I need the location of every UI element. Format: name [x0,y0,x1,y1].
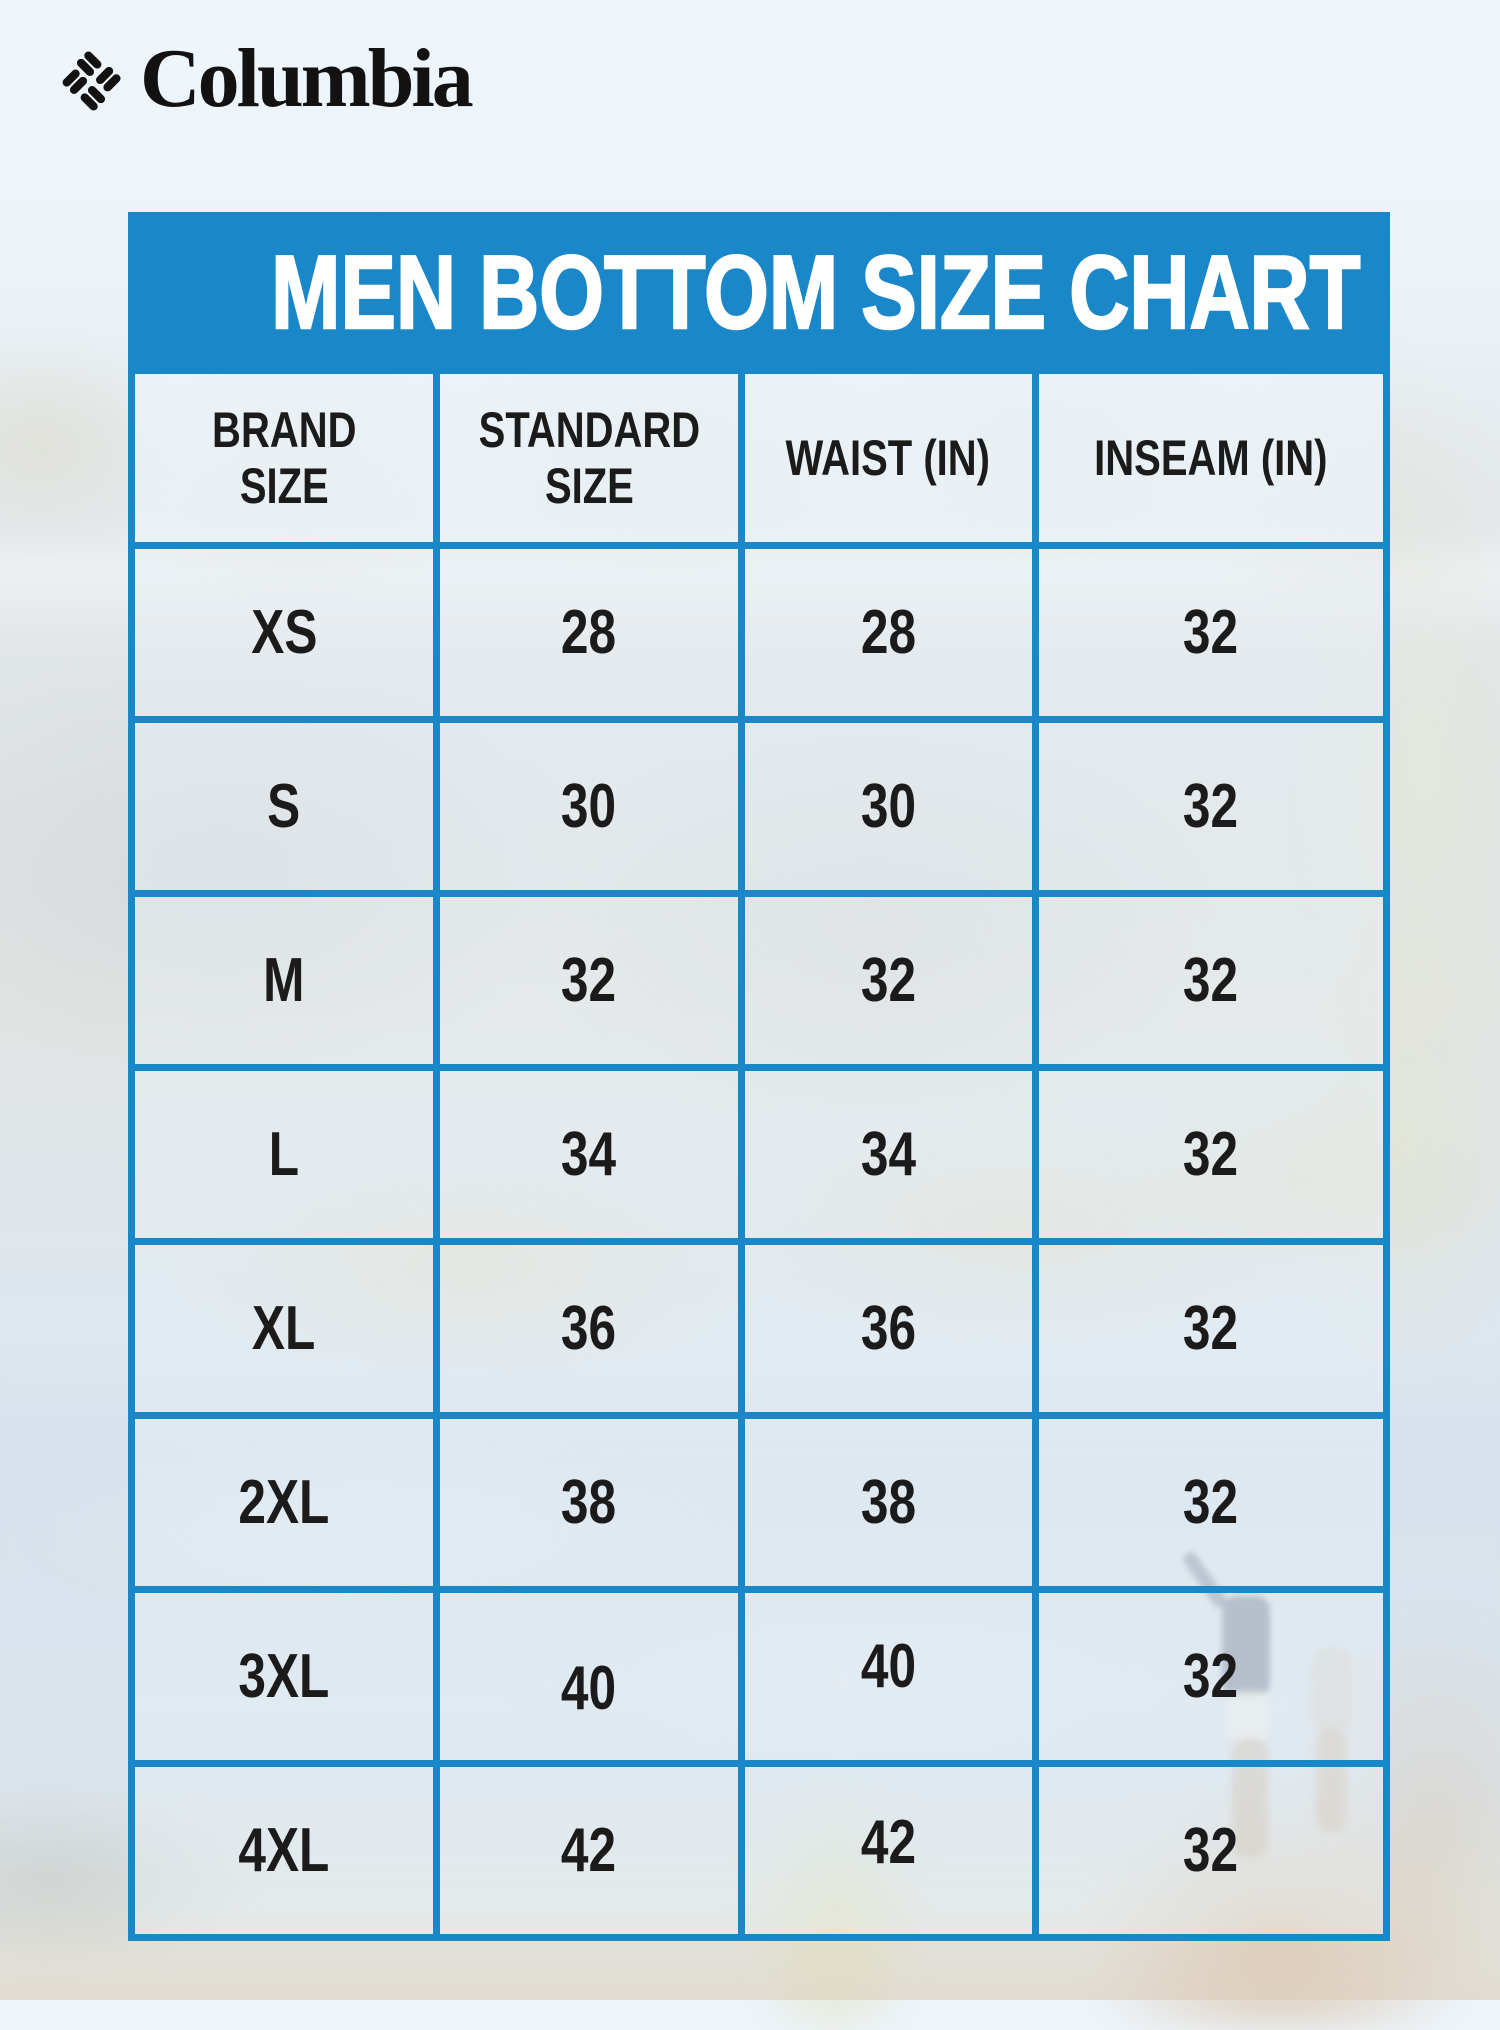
table-row: M 32 32 32 [128,890,1391,1071]
table-cell: 28 [432,542,745,723]
columbia-diamond-icon [62,51,121,111]
brand-size-cell: 3XL [128,1586,440,1767]
size-chart-head: MEN BOTTOM SIZE CHART BRAND SIZE STANDARD… [128,212,1391,549]
brand-size-cell: L [128,1064,440,1245]
column-header: INSEAM (IN) [1031,367,1391,549]
table-cell: 32 [1031,716,1391,897]
title-row: MEN BOTTOM SIZE CHART [128,212,1390,374]
brand-wordmark: Columbia [140,32,474,125]
table-cell: 36 [737,1238,1039,1419]
title-band: MEN BOTTOM SIZE CHART [128,212,1390,374]
column-header: WAIST (IN) [737,367,1039,549]
table-row: 3XL 40 40 32 [128,1586,1391,1767]
table-cell: 42 [432,1760,745,1941]
table-cell: 40 [432,1586,745,1767]
brand-size-cell: 2XL [128,1412,440,1593]
table-cell: 32 [1031,542,1391,723]
table-cell: 38 [432,1412,745,1593]
brand-size-cell: XL [128,1238,440,1419]
table-row: 2XL 38 38 32 [128,1412,1391,1593]
column-header-row: BRAND SIZE STANDARD SIZE WAIST (IN) INSEAM … [128,367,1391,549]
table-cell: 32 [1031,890,1391,1071]
table-row: S 30 30 32 [128,716,1391,897]
column-header: BRAND SIZE [128,367,440,549]
brand-size-cell: M [128,890,440,1071]
table-cell: 32 [1031,1238,1391,1419]
brand-size-cell: 4XL [128,1760,440,1941]
table-cell: 36 [432,1238,745,1419]
table-row: XL 36 36 32 [128,1238,1391,1419]
table-cell: 32 [1031,1760,1391,1941]
table-cell: 32 [432,890,745,1071]
table-cell: 28 [737,542,1039,723]
column-header: STANDARD SIZE [432,367,745,549]
table-cell: 34 [737,1064,1039,1245]
table-row: XS 28 28 32 [128,542,1391,723]
size-chart-body: XS 28 28 32 S 30 30 32 M 32 32 32 L 34 34 32 XL 36 36 32 2XL… [128,542,1391,1941]
table-cell: 42 [737,1760,1039,1941]
table-cell: 32 [1031,1586,1391,1767]
table-row: 4XL 42 42 32 [128,1760,1391,1941]
table-cell: 38 [737,1412,1039,1593]
table-cell: 32 [1031,1064,1391,1245]
table-cell: 30 [737,716,1039,897]
brand-size-cell: S [128,716,440,897]
table-cell: 40 [737,1586,1039,1767]
brand-logo: Columbia [50,32,474,125]
brand-size-cell: XS [128,542,440,723]
table-row: L 34 34 32 [128,1064,1391,1245]
table-cell: 32 [1031,1412,1391,1593]
size-chart-table: MEN BOTTOM SIZE CHART BRAND SIZE STANDARD… [128,212,1391,1941]
chart-title: MEN BOTTOM SIZE CHART [270,235,1361,351]
table-cell: 32 [737,890,1039,1071]
table-cell: 30 [432,716,745,897]
table-cell: 34 [432,1064,745,1245]
